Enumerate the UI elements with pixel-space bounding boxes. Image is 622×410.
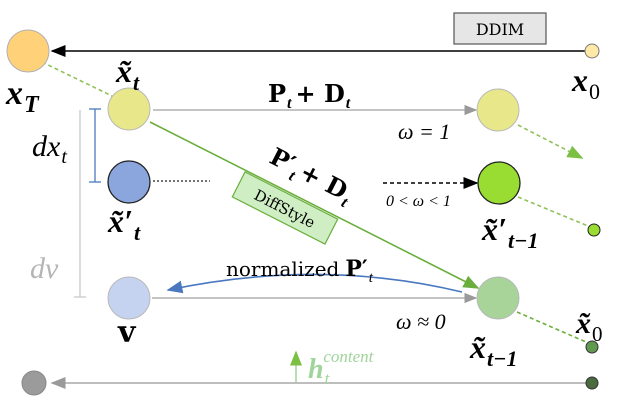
node-xT — [6, 29, 50, 73]
node-x-tm1 — [476, 276, 520, 320]
xT-to-xt-dashed — [41, 61, 113, 97]
normalized-arrow — [166, 273, 463, 294]
node-xt-prime — [107, 160, 151, 204]
label-omega-1: ω = 1 — [398, 119, 450, 144]
ddim-label: DDIM — [476, 20, 524, 39]
mid-right-dashed-out — [517, 196, 589, 227]
label-normalized: normalized P′t — [226, 256, 374, 286]
label-x0-bottom: x̃0 — [575, 307, 603, 346]
label-dv: dv — [30, 252, 59, 285]
diffstyle-diagonal-arrow — [149, 121, 480, 289]
node-bottom-right-small — [585, 340, 599, 354]
node-bottom-far-right — [585, 376, 599, 390]
label-omega-approx0: ω ≈ 0 — [396, 309, 446, 334]
label-pd-top: Pt + Dt — [268, 79, 351, 112]
node-top-right — [476, 88, 520, 132]
ddim-box — [453, 12, 547, 45]
node-mid-right-small — [587, 223, 601, 237]
label-x-tm1-prime: x̃′t−1 — [481, 211, 538, 253]
label-xt: x̃t — [115, 53, 140, 95]
node-bottom-left-gray — [21, 370, 47, 396]
label-x0-top: x0 — [571, 62, 600, 104]
node-x-tm1-prime — [477, 161, 521, 205]
label-v: v — [117, 315, 137, 350]
node-xt — [107, 87, 151, 131]
bottom-right-dashed-out — [516, 311, 587, 343]
label-dxt: dxt — [32, 130, 67, 168]
label-x-tm1: x̃t−1 — [469, 329, 517, 371]
label-omega-between: 0 < ω < 1 — [386, 193, 451, 210]
label-h-content: htcontent — [308, 347, 375, 388]
node-x0-top — [584, 43, 600, 59]
label-xT: xT — [5, 75, 40, 118]
top-right-dashed-out — [517, 124, 584, 159]
label-xt-prime: x̃′t — [107, 203, 141, 245]
node-v — [107, 276, 151, 320]
